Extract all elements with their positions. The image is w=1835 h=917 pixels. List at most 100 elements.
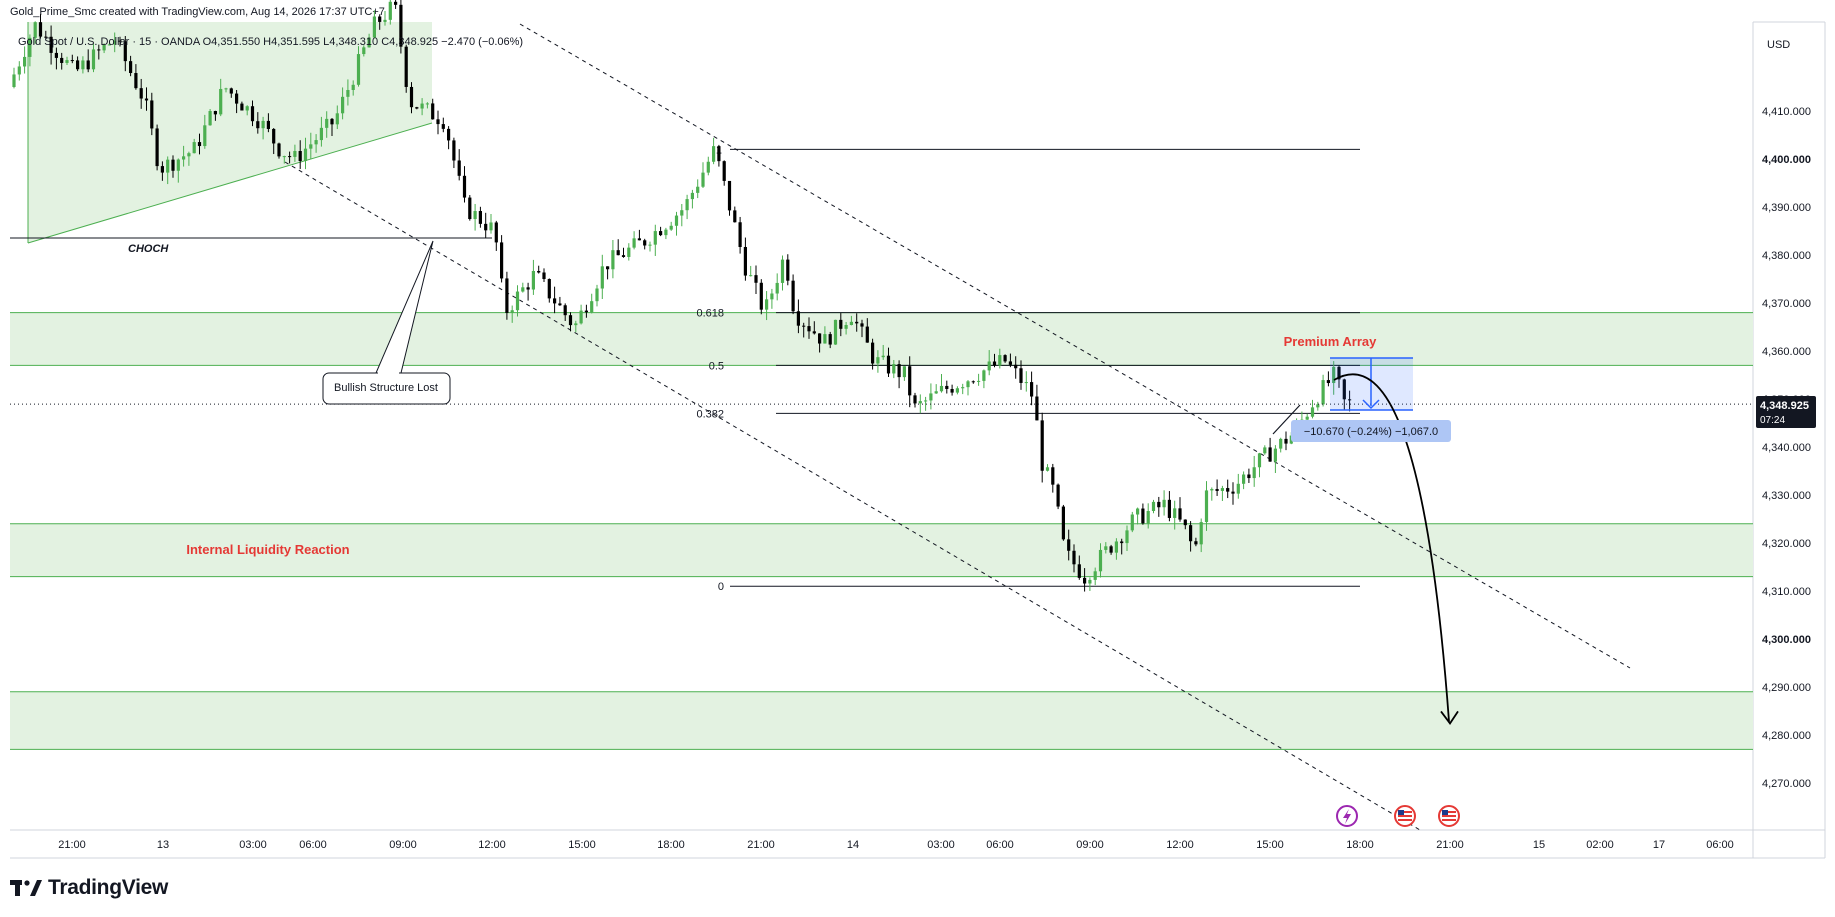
price-tick: 4,270.000 <box>1762 778 1811 790</box>
candle-body <box>192 142 196 154</box>
tradingview-brand[interactable]: TradingView <box>10 876 168 900</box>
candle-body <box>1077 564 1081 578</box>
candle-body <box>653 231 657 245</box>
candle-body <box>12 74 16 87</box>
candle-body <box>1109 546 1113 553</box>
candle-body <box>107 44 111 46</box>
candle-body <box>579 310 583 324</box>
candle-body <box>404 46 408 87</box>
channel-break-line <box>1272 404 1301 435</box>
time-tick: 03:00 <box>239 839 267 851</box>
candle-body <box>574 323 578 326</box>
candle-body <box>86 60 90 70</box>
candle-body <box>727 180 732 211</box>
candle-body <box>913 395 917 404</box>
candle-body <box>415 107 419 109</box>
candle-body <box>595 288 599 302</box>
candle-body <box>447 128 451 141</box>
candle-body <box>187 153 191 157</box>
time-tick: 18:00 <box>1346 839 1374 851</box>
candle-body <box>818 333 822 344</box>
candle-body <box>250 106 255 122</box>
candle-body <box>515 291 520 311</box>
zones-layer <box>10 312 1753 750</box>
candle-body <box>1242 474 1246 484</box>
candle-body <box>1014 364 1018 369</box>
candle-body <box>383 19 387 22</box>
us-flag-event-icon[interactable] <box>1394 805 1416 827</box>
candle-body <box>1056 484 1060 507</box>
measure-tooltip: −10.670 (−0.24%) −1,067.0 <box>1304 426 1438 438</box>
time-tick: 21:00 <box>747 839 775 851</box>
candle-body <box>399 4 403 47</box>
candle-body <box>849 321 853 326</box>
price-axis[interactable]: 4,270.000 4,280.000 4,290.000 4,300.000 4,31… <box>1762 106 1811 790</box>
price-tick: 4,370.000 <box>1762 298 1811 310</box>
candle-body <box>1268 447 1272 462</box>
candle-body <box>229 88 233 94</box>
candle-body <box>537 270 541 273</box>
candle-body <box>139 88 143 99</box>
lightning-event-icon[interactable] <box>1336 805 1358 827</box>
candle-body <box>70 60 74 62</box>
time-axis[interactable]: 21:00 13 03:00 06:00 09:00 12:00 15:00 18:00 21:… <box>58 839 1734 851</box>
channel-lower-line <box>284 161 1421 831</box>
fib-label-1: 0.5 <box>709 360 724 372</box>
candle-body <box>1130 514 1134 531</box>
candle-body <box>256 121 260 129</box>
candle-body <box>1332 366 1336 384</box>
candle-body <box>23 56 27 67</box>
candle-body <box>431 103 435 120</box>
candle-body <box>54 52 58 58</box>
tradingview-wordmark: TradingView <box>48 876 169 899</box>
candle-body <box>1024 382 1028 384</box>
candle-body <box>1019 368 1023 383</box>
candle-body <box>1120 541 1124 544</box>
candle-body <box>60 57 64 63</box>
candle-body <box>1220 488 1224 491</box>
price-tick: 4,340.000 <box>1762 442 1811 454</box>
candle-body <box>950 388 954 393</box>
candle-body <box>91 49 96 70</box>
candle-body <box>1051 467 1055 485</box>
candle-body <box>542 272 546 280</box>
candle-body <box>1040 420 1044 471</box>
candle-body <box>1173 508 1177 518</box>
price-tick: 4,290.000 <box>1762 682 1811 694</box>
candle-body <box>982 370 986 381</box>
candle-body <box>1257 453 1262 468</box>
candle-body <box>521 287 525 292</box>
time-tick: 13 <box>157 839 169 851</box>
candle-body <box>1284 438 1288 444</box>
time-tick: 12:00 <box>478 839 506 851</box>
candle-body <box>1348 399 1352 401</box>
candle-body <box>590 301 594 313</box>
measure-tooltip-bg <box>1291 420 1451 442</box>
candle-body <box>351 84 355 90</box>
candle-body <box>828 334 832 345</box>
candle-body <box>208 111 212 126</box>
candle-body <box>330 118 334 125</box>
candle-body <box>1162 499 1166 508</box>
price-tick: 4,320.000 <box>1762 538 1811 550</box>
candle-body <box>563 305 567 316</box>
candle-body <box>1093 571 1097 580</box>
candle-body <box>1167 499 1171 518</box>
candle-body <box>908 366 912 396</box>
candle-body <box>616 250 620 256</box>
candle-body <box>780 259 785 283</box>
candle-body <box>1045 467 1050 471</box>
candle-body <box>171 159 175 171</box>
candle-body <box>1252 467 1256 479</box>
time-tick: 02:00 <box>1586 839 1614 851</box>
candle-body <box>992 361 997 366</box>
candle-body <box>775 282 779 294</box>
us-flag-event-icon[interactable] <box>1438 805 1460 827</box>
candle-body <box>712 146 716 162</box>
candle-body <box>1104 546 1108 550</box>
candle-body <box>97 49 101 51</box>
candle-body <box>844 325 848 329</box>
candle-body <box>717 146 721 162</box>
symbol-legend[interactable]: Gold Spot / U.S. Dollar · 15 · OANDA O4,… <box>18 36 524 48</box>
